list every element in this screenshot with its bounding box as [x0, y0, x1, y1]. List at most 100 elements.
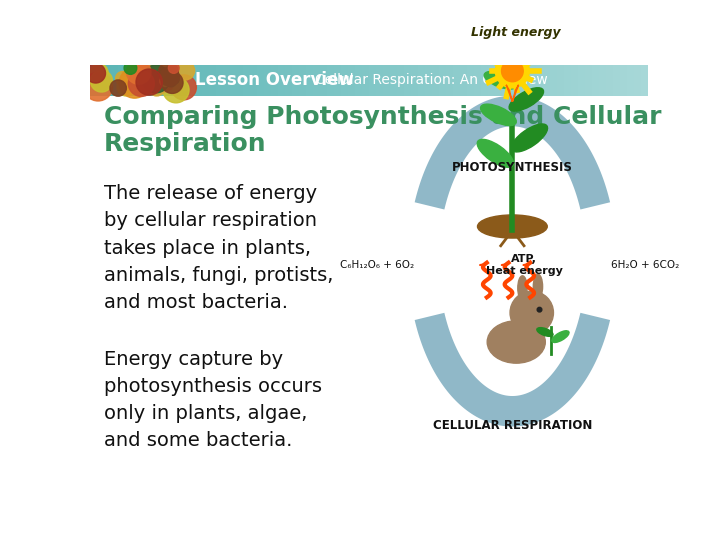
Text: Light energy: Light energy — [472, 25, 561, 39]
Bar — [327, 65, 334, 96]
Circle shape — [163, 77, 189, 103]
Bar — [523, 65, 529, 96]
Circle shape — [86, 64, 106, 83]
Ellipse shape — [534, 274, 543, 299]
Bar — [404, 65, 411, 96]
Bar — [516, 65, 523, 96]
Bar — [111, 65, 118, 96]
Text: Comparing Photosynthesis and Cellular
Respiration: Comparing Photosynthesis and Cellular Re… — [104, 105, 662, 156]
Bar — [251, 65, 258, 96]
Circle shape — [91, 70, 112, 92]
Ellipse shape — [480, 104, 516, 126]
Bar — [160, 65, 167, 96]
Text: 6H₂O + 6CO₂: 6H₂O + 6CO₂ — [611, 260, 679, 270]
Bar — [348, 65, 355, 96]
Circle shape — [84, 72, 112, 101]
Circle shape — [130, 79, 144, 93]
Bar — [145, 65, 153, 96]
Circle shape — [148, 79, 166, 96]
Circle shape — [136, 69, 162, 95]
Circle shape — [502, 60, 523, 82]
Bar — [376, 65, 383, 96]
Circle shape — [495, 54, 529, 88]
Bar — [236, 65, 243, 96]
Bar — [390, 65, 397, 96]
Bar — [292, 65, 300, 96]
Ellipse shape — [487, 321, 545, 363]
Circle shape — [117, 78, 135, 96]
Bar — [230, 65, 236, 96]
Bar — [634, 65, 641, 96]
Bar — [397, 65, 404, 96]
Bar — [153, 65, 160, 96]
Bar — [97, 65, 104, 96]
Ellipse shape — [518, 276, 527, 300]
Bar — [188, 65, 194, 96]
Bar — [355, 65, 362, 96]
Circle shape — [161, 72, 183, 93]
Bar — [300, 65, 306, 96]
Circle shape — [510, 291, 554, 334]
Bar — [362, 65, 369, 96]
Bar — [194, 65, 202, 96]
Bar — [481, 65, 487, 96]
Bar — [125, 65, 132, 96]
Bar — [104, 65, 111, 96]
Bar — [557, 65, 564, 96]
Bar — [167, 65, 174, 96]
Circle shape — [132, 62, 155, 85]
Bar — [118, 65, 125, 96]
Bar — [438, 65, 446, 96]
Bar — [613, 65, 620, 96]
Bar — [502, 65, 508, 96]
Circle shape — [171, 75, 197, 100]
Bar — [341, 65, 348, 96]
Bar — [425, 65, 432, 96]
Circle shape — [116, 71, 130, 85]
Bar — [243, 65, 251, 96]
Bar — [209, 65, 215, 96]
Circle shape — [139, 79, 153, 93]
Bar — [320, 65, 327, 96]
Text: PHOTOSYNTHESIS: PHOTOSYNTHESIS — [452, 160, 573, 173]
Bar — [411, 65, 418, 96]
Bar — [606, 65, 613, 96]
Ellipse shape — [509, 87, 544, 111]
Bar — [474, 65, 481, 96]
Text: ATP,
Heat energy: ATP, Heat energy — [485, 254, 562, 276]
Circle shape — [156, 74, 174, 92]
Bar — [459, 65, 467, 96]
Circle shape — [128, 71, 154, 97]
Bar — [334, 65, 341, 96]
Bar — [258, 65, 264, 96]
Circle shape — [120, 68, 150, 98]
Bar — [369, 65, 376, 96]
Bar — [508, 65, 516, 96]
Circle shape — [160, 67, 179, 86]
Bar — [585, 65, 593, 96]
Bar — [132, 65, 139, 96]
Bar — [599, 65, 606, 96]
Bar — [571, 65, 578, 96]
Circle shape — [110, 80, 126, 96]
Ellipse shape — [552, 331, 569, 342]
Circle shape — [176, 62, 194, 80]
Bar — [536, 65, 544, 96]
Bar — [313, 65, 320, 96]
Bar — [174, 65, 181, 96]
Bar — [306, 65, 313, 96]
Text: C₆H₁₂O₆ + 6O₂: C₆H₁₂O₆ + 6O₂ — [340, 260, 414, 270]
Circle shape — [90, 64, 108, 82]
Polygon shape — [506, 85, 518, 102]
Bar — [593, 65, 599, 96]
Bar — [139, 65, 145, 96]
Bar — [627, 65, 634, 96]
Ellipse shape — [477, 215, 547, 238]
Circle shape — [158, 62, 179, 82]
Ellipse shape — [537, 328, 553, 336]
Bar — [453, 65, 459, 96]
Bar — [279, 65, 285, 96]
Bar — [620, 65, 627, 96]
Bar — [550, 65, 557, 96]
Bar — [264, 65, 271, 96]
